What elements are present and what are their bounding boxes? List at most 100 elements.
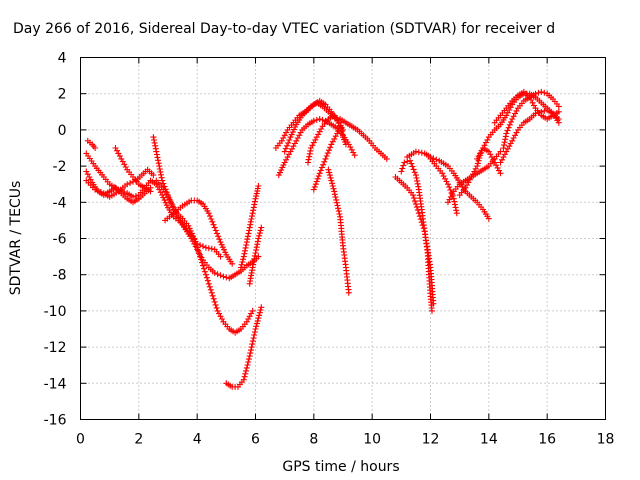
data-point [130, 193, 136, 200]
data-point [217, 239, 224, 246]
y-tick-label: -6 [53, 232, 67, 248]
data-point [217, 272, 224, 279]
data-point [256, 309, 263, 316]
data-point [255, 235, 262, 242]
data-point [242, 370, 249, 377]
data-point [246, 227, 253, 234]
y-tick-label: 0 [58, 123, 67, 139]
data-series [398, 157, 435, 314]
data-series [305, 112, 349, 166]
data-point [443, 178, 450, 185]
data-point [430, 155, 437, 162]
data-point [351, 152, 358, 159]
data-point [284, 142, 290, 149]
data-point [229, 260, 236, 267]
data-point [244, 236, 251, 243]
data-point [305, 156, 312, 163]
data-point [192, 238, 199, 245]
data-point [151, 137, 157, 143]
data-point [400, 162, 407, 169]
data-point [253, 244, 260, 251]
data-point [503, 130, 510, 137]
data-point [509, 137, 516, 144]
data-point [329, 183, 336, 189]
data-point [92, 145, 99, 151]
data-point [167, 197, 174, 204]
data-point [217, 253, 224, 260]
data-point [245, 356, 252, 363]
data-point [334, 202, 341, 209]
data-point [412, 148, 419, 155]
data-point [329, 180, 336, 187]
data-point [257, 307, 264, 313]
data-point [243, 364, 250, 371]
data-point [250, 261, 257, 268]
data-point [166, 196, 173, 203]
data-point [333, 196, 340, 203]
data-point [121, 189, 128, 195]
data-point [241, 373, 248, 380]
data-point [216, 236, 223, 243]
data-point [185, 222, 192, 229]
data-point [213, 304, 220, 311]
data-point [330, 185, 337, 192]
data-point [328, 177, 335, 184]
data-point [323, 153, 330, 159]
data-point [312, 181, 319, 188]
data-point [506, 143, 513, 150]
data-point [248, 344, 255, 351]
data-point [156, 166, 163, 172]
data-point [243, 242, 250, 248]
data-point [169, 202, 176, 208]
data-point [306, 153, 313, 160]
data-point [221, 246, 227, 253]
data-point [207, 213, 213, 220]
data-point [319, 116, 326, 123]
data-point [206, 283, 213, 290]
data-point [321, 158, 328, 165]
data-point [505, 124, 512, 131]
data-point [326, 147, 332, 154]
data-point [316, 170, 323, 177]
data-point [199, 259, 205, 266]
data-point [418, 149, 425, 156]
data-point [313, 134, 320, 141]
data-point [243, 318, 250, 325]
data-point [328, 141, 335, 148]
data-point [512, 110, 519, 117]
data-point [158, 171, 164, 178]
data-point [350, 149, 357, 156]
data-point [471, 168, 478, 175]
data-point [504, 145, 511, 152]
data-point [95, 187, 101, 194]
data-point [281, 132, 288, 139]
data-point [411, 195, 417, 202]
data-point [220, 273, 227, 280]
data-point [452, 204, 459, 211]
data-point [83, 168, 90, 175]
data-point [159, 177, 166, 184]
data-point [316, 116, 323, 122]
x-tick-label: 6 [251, 432, 260, 448]
data-point [383, 155, 390, 162]
data-point [316, 128, 323, 135]
data-point [337, 123, 344, 130]
data-point [191, 235, 198, 242]
data-point [500, 154, 507, 161]
data-point [278, 137, 285, 144]
data-series [325, 166, 352, 296]
data-point [205, 280, 212, 287]
data-point [252, 326, 259, 332]
x-tick-labels: 0 2 4 6 8 10 12 14 16 18 [76, 432, 614, 448]
data-point [329, 138, 336, 145]
data-point [331, 188, 338, 195]
data-point [322, 155, 329, 162]
data-point [399, 165, 406, 172]
data-point [278, 167, 285, 174]
data-point [210, 221, 217, 228]
data-point [297, 129, 304, 136]
data-point [132, 193, 139, 199]
data-point [153, 151, 160, 158]
data-point [296, 132, 303, 139]
data-point [194, 244, 201, 251]
